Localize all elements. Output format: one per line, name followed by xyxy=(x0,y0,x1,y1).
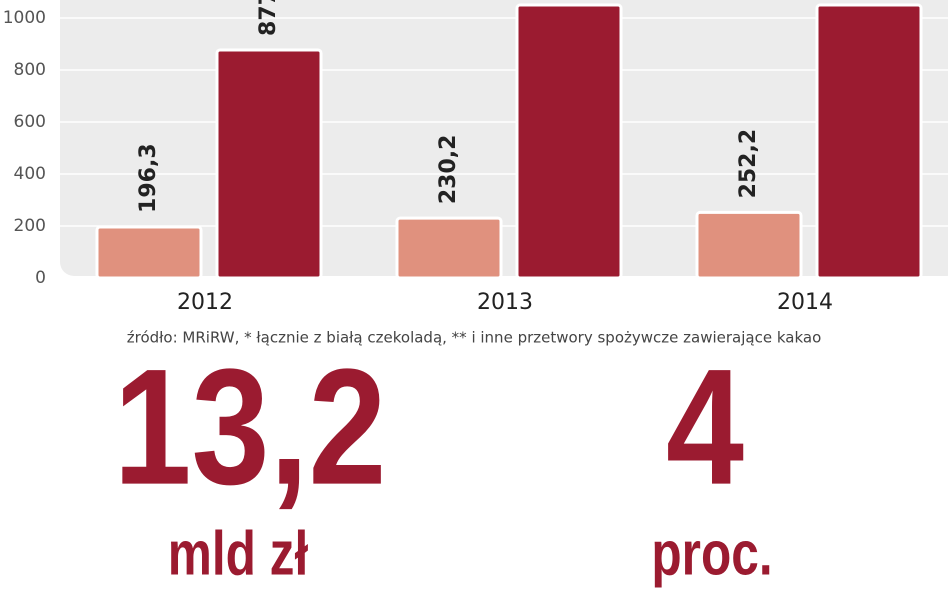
y-tick-label: 400 xyxy=(14,164,46,184)
value-label: 230,2 xyxy=(436,135,461,205)
stat-unit: mld zł xyxy=(168,518,309,588)
y-tick-label: 800 xyxy=(14,60,46,80)
stat-value: 4 xyxy=(666,335,744,519)
y-tick-label: 200 xyxy=(14,216,46,236)
bar xyxy=(215,48,323,280)
bar xyxy=(95,225,203,280)
y-tick-label: 600 xyxy=(14,112,46,132)
stat-unit: proc. xyxy=(651,518,772,588)
bar xyxy=(815,3,923,280)
bar xyxy=(515,3,623,280)
bar xyxy=(395,216,503,280)
x-tick-label: 2013 xyxy=(477,290,533,315)
y-tick-label: 0 xyxy=(35,268,46,288)
x-tick-label: 2012 xyxy=(177,290,233,315)
value-label: 877 xyxy=(256,0,281,36)
y-tick-label: 1000 xyxy=(3,8,46,28)
value-label: 252,2 xyxy=(736,129,761,199)
bar xyxy=(695,210,803,280)
stat-value: 13,2 xyxy=(114,335,387,519)
value-label: 196,3 xyxy=(136,143,161,213)
source-note: źródło: MRiRW, * łącznie z białą czekola… xyxy=(127,329,822,347)
x-tick-label: 2014 xyxy=(777,290,833,315)
